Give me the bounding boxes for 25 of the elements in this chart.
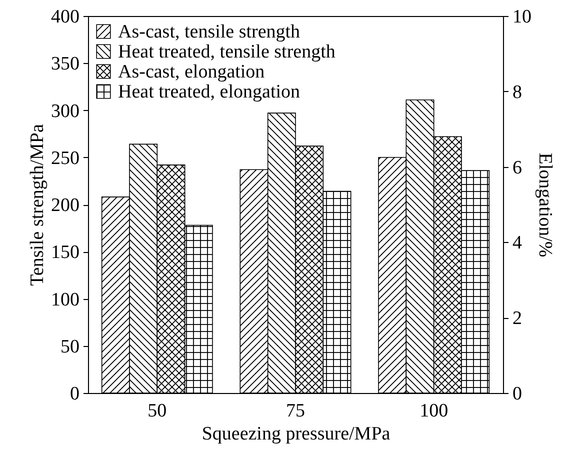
y2-tick-label: 0 bbox=[512, 384, 522, 404]
y2-tick-label: 4 bbox=[512, 232, 522, 254]
legend-label: As-cast, elongation bbox=[118, 62, 266, 82]
x-tick-label: 100 bbox=[420, 400, 448, 422]
legend-label: Heat treated, tensile strength bbox=[118, 42, 336, 62]
y-tick-label: 100 bbox=[51, 289, 80, 310]
y2-tick-label: 8 bbox=[512, 82, 522, 103]
y2-axis-title: Elongation/% bbox=[534, 152, 556, 258]
y-tick-label: 400 bbox=[51, 6, 80, 28]
x-tick-label: 50 bbox=[148, 400, 167, 422]
y-tick-label: 50 bbox=[60, 336, 80, 358]
y-axis-title: Tensile strength/MPa bbox=[27, 124, 48, 286]
x-axis-title: Squeezing pressure/MPa bbox=[202, 424, 391, 444]
y2-tick-label: 6 bbox=[512, 157, 522, 178]
y-tick-label: 150 bbox=[51, 242, 80, 264]
legend-label: As-cast, tensile strength bbox=[118, 22, 301, 42]
y2-tick-label: 10 bbox=[512, 6, 532, 28]
y2-tick-label: 2 bbox=[512, 308, 522, 330]
y-tick-label: 200 bbox=[51, 195, 80, 216]
y-tick-label: 250 bbox=[51, 148, 80, 169]
y-tick-label: 350 bbox=[51, 54, 80, 75]
x-tick-label: 75 bbox=[286, 400, 305, 422]
y-tick-label: 300 bbox=[51, 100, 80, 122]
legend-label: Heat treated, elongation bbox=[118, 82, 301, 102]
y-tick-label: 0 bbox=[70, 384, 80, 404]
